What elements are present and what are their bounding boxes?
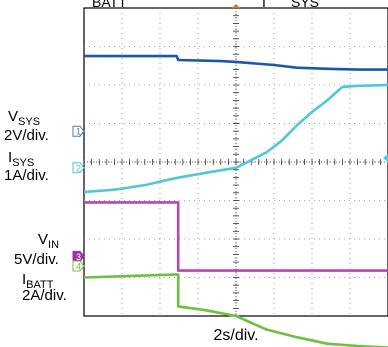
channel-marker-shape: [72, 125, 85, 137]
header-text-batt: BATT: [92, 0, 127, 10]
channel-marker-number: 3: [76, 252, 81, 262]
channel-marker-vin: 3: [72, 250, 85, 262]
svg-text:ISYS: ISYS: [8, 149, 34, 169]
ibatt-scale: 2A/div.: [22, 287, 67, 304]
channel-markers: 1 2 34: [72, 125, 85, 272]
trace-ibatt: [83, 273, 388, 347]
svg-text:IBATT: IBATT: [22, 271, 54, 291]
vin-label-sub: IN: [48, 239, 59, 251]
channel-marker-number: 1: [76, 127, 81, 137]
channel-marker-shape: [72, 162, 85, 174]
channel-marker-vsys: 1: [72, 125, 85, 137]
vin-scale: 5V/div.: [14, 251, 59, 268]
vsys-scale: 2V/div.: [4, 127, 49, 144]
ibatt-label: IBATT 2A/div.: [22, 271, 67, 304]
vin-label-name: V: [38, 231, 48, 248]
channel-marker-number: 4: [76, 261, 81, 271]
vsys-label-name: V: [8, 108, 18, 125]
isys-scale: 1A/div.: [4, 167, 49, 184]
channel-marker-number: 2: [76, 163, 81, 173]
channel-marker-shape: [72, 250, 85, 262]
vsys-label: VSYS 2V/div.: [4, 108, 49, 144]
trace-vin: [84, 201, 388, 272]
isys-label-name: I: [8, 149, 12, 166]
isys-label: ISYS 1A/div.: [4, 149, 49, 184]
trigger-position-marker: [232, 4, 240, 8]
channel-marker-isys: 2: [72, 162, 85, 174]
trace-isys: [83, 83, 388, 194]
x-axis-label: 2s/div.: [213, 327, 258, 344]
channel-marker-shape: [72, 260, 85, 272]
svg-text:VIN: VIN: [38, 231, 59, 251]
vin-label: VIN 5V/div.: [14, 231, 59, 268]
ibatt-label-sub: BATT: [26, 279, 54, 291]
trace-vsys: [84, 54, 388, 71]
header-text-i: I: [262, 0, 266, 10]
ibatt-label-name: I: [22, 271, 26, 288]
channel-marker-ibatt: 4: [72, 260, 85, 272]
isys-label-sub: SYS: [12, 157, 34, 169]
svg-text:VSYS: VSYS: [8, 108, 40, 128]
header-text-sys: SYS: [291, 0, 319, 10]
traces: [83, 54, 388, 347]
trigger-level-marker: [383, 154, 388, 162]
vsys-label-sub: SYS: [18, 116, 40, 128]
plot-area: [83, 7, 388, 347]
